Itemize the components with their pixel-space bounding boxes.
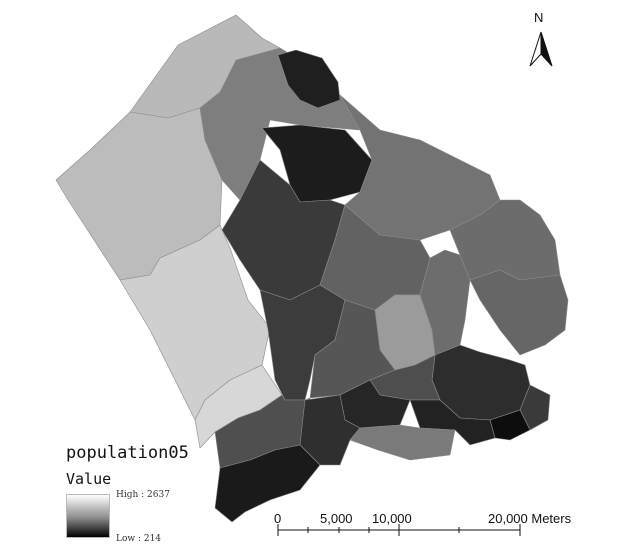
scale-label-5000: 5,000 [320, 511, 353, 526]
legend-high-label: High : 2637 [116, 490, 170, 500]
north-arrow [529, 31, 553, 67]
scale-label-20000: 20,000 Meters [488, 511, 572, 526]
district-central-south-west [259, 284, 346, 401]
district-south-dark-b [409, 399, 496, 446]
legend-color-ramp [66, 494, 110, 538]
district-east-inner [419, 249, 471, 356]
district-polygons [55, 14, 569, 523]
scale-label-10000: 10,000 [372, 511, 412, 526]
district-north-tip [277, 49, 341, 109]
legend-low-label: Low : 214 [116, 534, 162, 544]
north-arrow-left-half [529, 31, 542, 67]
district-north-central [261, 124, 373, 203]
district-east-lower [469, 269, 569, 356]
north-label: N [534, 10, 544, 25]
north-arrow-right-half [540, 31, 553, 67]
legend-field-label: Value [66, 470, 112, 488]
scale-label-0: 0 [274, 511, 282, 526]
district-central-south [309, 299, 396, 399]
district-south-gray [349, 424, 456, 461]
scale-bar [277, 524, 521, 536]
district-southwest-tip [214, 444, 321, 523]
map-title: population05 [66, 443, 189, 463]
district-east [449, 199, 561, 281]
